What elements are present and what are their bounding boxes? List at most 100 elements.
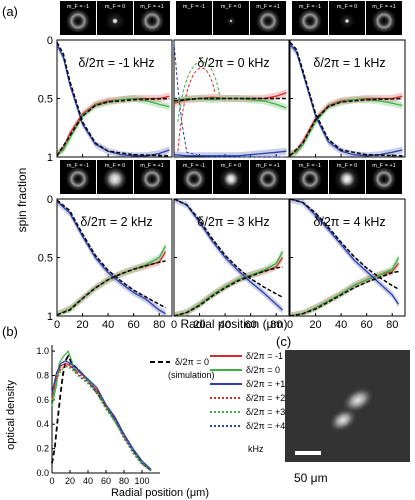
- thumbnail-label: m_F = +1: [140, 163, 164, 169]
- thumbnail-label: m_F = 0: [221, 4, 241, 10]
- subplot-detuning-minus1: 1 0.5 0 δ/2π = -1 kHz: [38, 35, 173, 164]
- thumbnail-row-2: m_F = -1 m_F = 0 m_F = +1 m_F = -1 m_F =…: [60, 160, 402, 194]
- thumbnail-mf-plus1: m_F = +1: [134, 160, 170, 194]
- simulation-curve: [56, 260, 166, 316]
- panel-c-scale-label: 50 μm: [294, 471, 328, 485]
- series-band-blue: [174, 199, 283, 314]
- panel-a-ylabel: spin fraction: [15, 168, 29, 233]
- panel-b-optical-density-plot: 1.0 0.8 0.6 0.4 0.2 0.00 20 40 60 80 100: [36, 345, 160, 486]
- y-tick-label: 0: [47, 35, 53, 47]
- y-tick-label: 0.4: [36, 419, 49, 429]
- scale-bar: [295, 451, 321, 455]
- thumbnail-mf-plus1: m_F = +1: [250, 1, 286, 35]
- subplot-title: δ/2π = 3 kHz: [197, 215, 269, 229]
- subplot-title: δ/2π = -1 kHz: [78, 56, 154, 70]
- legend-label: δ/2π = +2: [246, 393, 285, 403]
- simulation-curve: [56, 97, 170, 157]
- series-band-red: [57, 92, 170, 157]
- thumbnail-mf-plus1: m_F = +1: [134, 1, 170, 35]
- thumbnail-label: m_F = -1: [67, 163, 89, 169]
- simulation-curve: [289, 198, 399, 290]
- thumbnail-label: m_F = -1: [183, 4, 205, 10]
- thumbnail-label: m_F = +1: [372, 163, 396, 169]
- y-tick-label: 0.5: [38, 94, 53, 106]
- thumbnail-label: m_F = +1: [256, 163, 280, 169]
- series-line-blue: [56, 200, 166, 315]
- sim-legend-line1: δ/2π = 0: [175, 357, 209, 367]
- thumbnail-mf-minus1: m_F = -1: [176, 160, 212, 194]
- y-tick-label: 0.2: [36, 444, 49, 454]
- panel-c-image: [285, 350, 410, 462]
- series-band-green: [290, 96, 403, 157]
- legend-label: δ/2π = +3: [246, 407, 285, 417]
- thumbnail-label: m_F = 0: [337, 163, 357, 169]
- series-band-red: [57, 248, 166, 316]
- y-tick-label: 1: [47, 152, 53, 164]
- thumbnail-mf-0: m_F = 0: [329, 1, 365, 35]
- x-tick-label: 40: [219, 319, 231, 331]
- thumbnail-mf-0: m_F = 0: [329, 160, 365, 194]
- x-tick-label: 60: [101, 476, 111, 486]
- simulation-curve: [177, 67, 216, 152]
- subplot-detuning-0: δ/2π = 0 kHz: [173, 39, 290, 158]
- panel-b-sim-legend: δ/2π = 0 (simulation): [150, 357, 215, 380]
- series-line-blue: [289, 198, 400, 305]
- subplot-detuning-3: 0 20 40 60 80 δ/2π = 3 kHz: [171, 198, 290, 331]
- panel-b-label: (b): [2, 324, 18, 339]
- x-tick-label: 0: [49, 476, 54, 486]
- thumbnail-label: m_F = +1: [256, 4, 280, 10]
- legend-label: δ/2π = +4: [246, 421, 285, 431]
- panel-b-legend-unit: kHz: [248, 444, 264, 454]
- x-tick-label: 100: [134, 476, 149, 486]
- atom-cloud-lower: [328, 407, 358, 433]
- thumbnail-label: m_F = 0: [105, 4, 125, 10]
- x-tick-label: 80: [270, 319, 282, 331]
- series-line-blue: [173, 150, 287, 157]
- simulation-curve: [173, 42, 287, 158]
- y-tick-label: 0.8: [36, 370, 49, 380]
- subplot-detuning-1: δ/2π = 1 kHz: [289, 39, 406, 158]
- x-tick-label: 0: [171, 319, 177, 331]
- x-tick-label: 40: [102, 319, 114, 331]
- x-tick-label: 80: [386, 319, 398, 331]
- x-tick-label: 40: [83, 476, 93, 486]
- thumbnail-mf-minus1: m_F = -1: [292, 1, 328, 35]
- subplot-title: δ/2π = 0 kHz: [197, 56, 269, 70]
- x-tick-label: 20: [309, 319, 321, 331]
- simulation-curve: [173, 198, 283, 298]
- y-tick-label: 0.0: [36, 468, 49, 478]
- thumbnail-mf-plus1: m_F = +1: [366, 1, 402, 35]
- thumbnail-label: m_F = 0: [337, 4, 357, 10]
- subplot-title: δ/2π = 4 kHz: [313, 215, 385, 229]
- y-tick-label: 0.6: [36, 395, 49, 405]
- panel-b-ylabel: optical density: [5, 380, 17, 450]
- thumbnail-mf-minus1: m_F = -1: [60, 1, 96, 35]
- thumbnail-mf-0: m_F = 0: [97, 1, 133, 35]
- x-tick-label: 40: [335, 319, 347, 331]
- subplot-title: δ/2π = 2 kHz: [80, 215, 152, 229]
- x-tick-label: 80: [153, 319, 165, 331]
- simulation-curve: [177, 61, 221, 122]
- thumbnail-label: m_F = -1: [299, 163, 321, 169]
- y-tick-label: 1: [47, 311, 53, 323]
- thumbnail-mf-0: m_F = 0: [97, 160, 133, 194]
- od-series-5: [51, 366, 152, 472]
- simulation-curve: [289, 270, 399, 317]
- thumbnail-label: m_F = -1: [67, 4, 89, 10]
- thumbnail-row-1: m_F = -1 m_F = 0 m_F = +1 m_F = -1 m_F =…: [60, 1, 402, 35]
- series-band-blue: [174, 147, 287, 157]
- x-tick-label: 60: [245, 319, 257, 331]
- panel-a-label: (a): [2, 4, 18, 19]
- thumbnail-label: m_F = 0: [105, 163, 125, 169]
- x-tick-label: 60: [361, 319, 373, 331]
- thumbnail-label: m_F = 0: [221, 163, 241, 169]
- legend-label: δ/2π = 0: [246, 365, 280, 375]
- series-band-green: [174, 248, 283, 316]
- subplot-detuning-4: 0 20 40 60 80 δ/2π = 4 kHz: [287, 198, 406, 331]
- atom-cloud-upper: [341, 386, 375, 414]
- x-tick-label: 20: [65, 476, 75, 486]
- legend-label: δ/2π = -1: [246, 351, 283, 361]
- thumbnail-mf-minus1: m_F = -1: [176, 1, 212, 35]
- thumbnail-mf-minus1: m_F = -1: [292, 160, 328, 194]
